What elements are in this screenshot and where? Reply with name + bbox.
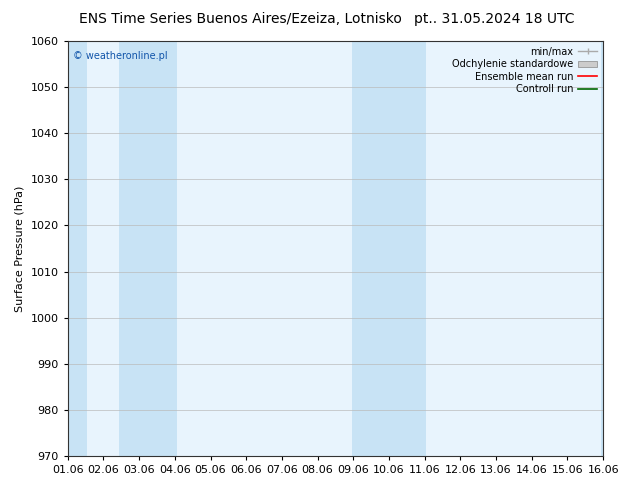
Bar <box>68 41 87 456</box>
Text: © weatheronline.pl: © weatheronline.pl <box>73 51 167 61</box>
Y-axis label: Surface Pressure (hPa): Surface Pressure (hPa) <box>15 185 25 312</box>
Bar <box>351 41 427 456</box>
Legend: min/max, Odchylenie standardowe, Ensemble mean run, Controll run: min/max, Odchylenie standardowe, Ensembl… <box>448 43 601 98</box>
Text: ENS Time Series Buenos Aires/Ezeiza, Lotnisko: ENS Time Series Buenos Aires/Ezeiza, Lot… <box>79 12 403 26</box>
Text: pt.. 31.05.2024 18 UTC: pt.. 31.05.2024 18 UTC <box>414 12 575 26</box>
Bar <box>119 41 177 456</box>
Bar <box>602 41 634 456</box>
